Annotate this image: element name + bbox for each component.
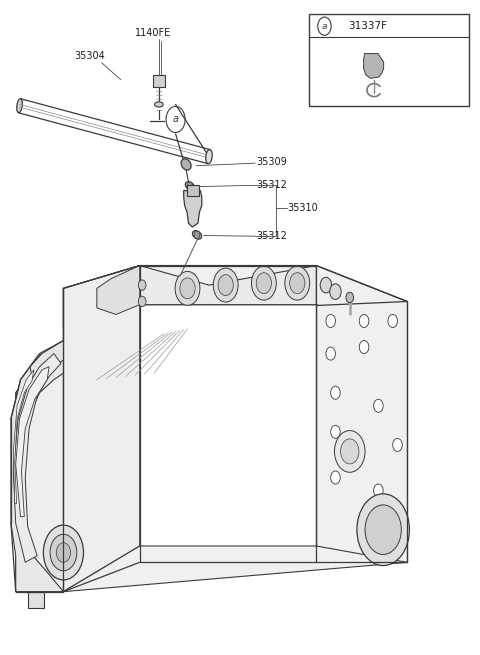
Polygon shape [97, 265, 140, 314]
Circle shape [331, 386, 340, 400]
Circle shape [331, 425, 340, 438]
Circle shape [180, 278, 195, 299]
Polygon shape [16, 341, 63, 591]
Polygon shape [13, 354, 61, 562]
Ellipse shape [206, 149, 212, 164]
Circle shape [175, 271, 200, 305]
Text: 35310: 35310 [288, 203, 318, 213]
Circle shape [318, 17, 331, 35]
Bar [153, 75, 165, 87]
Circle shape [341, 439, 359, 464]
Circle shape [360, 341, 369, 354]
Circle shape [138, 296, 146, 307]
Circle shape [330, 284, 341, 299]
Circle shape [365, 505, 401, 555]
Circle shape [346, 292, 354, 303]
Polygon shape [184, 191, 202, 227]
Circle shape [326, 347, 336, 360]
Circle shape [166, 106, 185, 132]
Circle shape [256, 272, 272, 293]
Text: 35312: 35312 [257, 231, 288, 241]
Polygon shape [63, 265, 140, 591]
Circle shape [373, 400, 383, 412]
Text: 1140FE: 1140FE [135, 28, 171, 38]
Polygon shape [30, 341, 63, 386]
Ellipse shape [192, 231, 202, 239]
Text: a: a [173, 115, 179, 124]
Circle shape [289, 272, 305, 293]
Text: 31337F: 31337F [348, 21, 387, 31]
Circle shape [43, 525, 84, 580]
Polygon shape [63, 546, 407, 591]
Circle shape [194, 231, 200, 239]
Circle shape [393, 438, 402, 451]
Circle shape [285, 266, 310, 300]
Circle shape [218, 274, 233, 295]
Circle shape [360, 314, 369, 328]
Circle shape [371, 514, 395, 546]
Text: 35312: 35312 [257, 180, 288, 191]
Circle shape [252, 266, 276, 300]
Bar [187, 185, 199, 196]
Text: 35304: 35304 [74, 51, 105, 62]
Text: 35309: 35309 [257, 157, 288, 167]
Circle shape [50, 534, 77, 571]
Ellipse shape [155, 102, 163, 107]
Polygon shape [13, 370, 34, 504]
Circle shape [335, 430, 365, 472]
Ellipse shape [17, 99, 22, 113]
Circle shape [331, 471, 340, 484]
Circle shape [363, 502, 403, 557]
Circle shape [388, 314, 397, 328]
Polygon shape [316, 301, 407, 562]
Text: a: a [322, 22, 327, 31]
Ellipse shape [181, 159, 191, 170]
Circle shape [213, 268, 238, 302]
Polygon shape [11, 344, 63, 591]
Polygon shape [63, 265, 407, 341]
Circle shape [187, 182, 193, 190]
Circle shape [357, 494, 409, 565]
Polygon shape [364, 54, 384, 79]
Circle shape [326, 314, 336, 328]
Polygon shape [28, 591, 44, 608]
Bar [309, 14, 469, 105]
Polygon shape [16, 367, 49, 517]
Polygon shape [140, 265, 316, 305]
Circle shape [320, 277, 332, 293]
Circle shape [373, 484, 383, 497]
Circle shape [56, 543, 71, 562]
Circle shape [138, 280, 146, 290]
Ellipse shape [185, 181, 194, 190]
